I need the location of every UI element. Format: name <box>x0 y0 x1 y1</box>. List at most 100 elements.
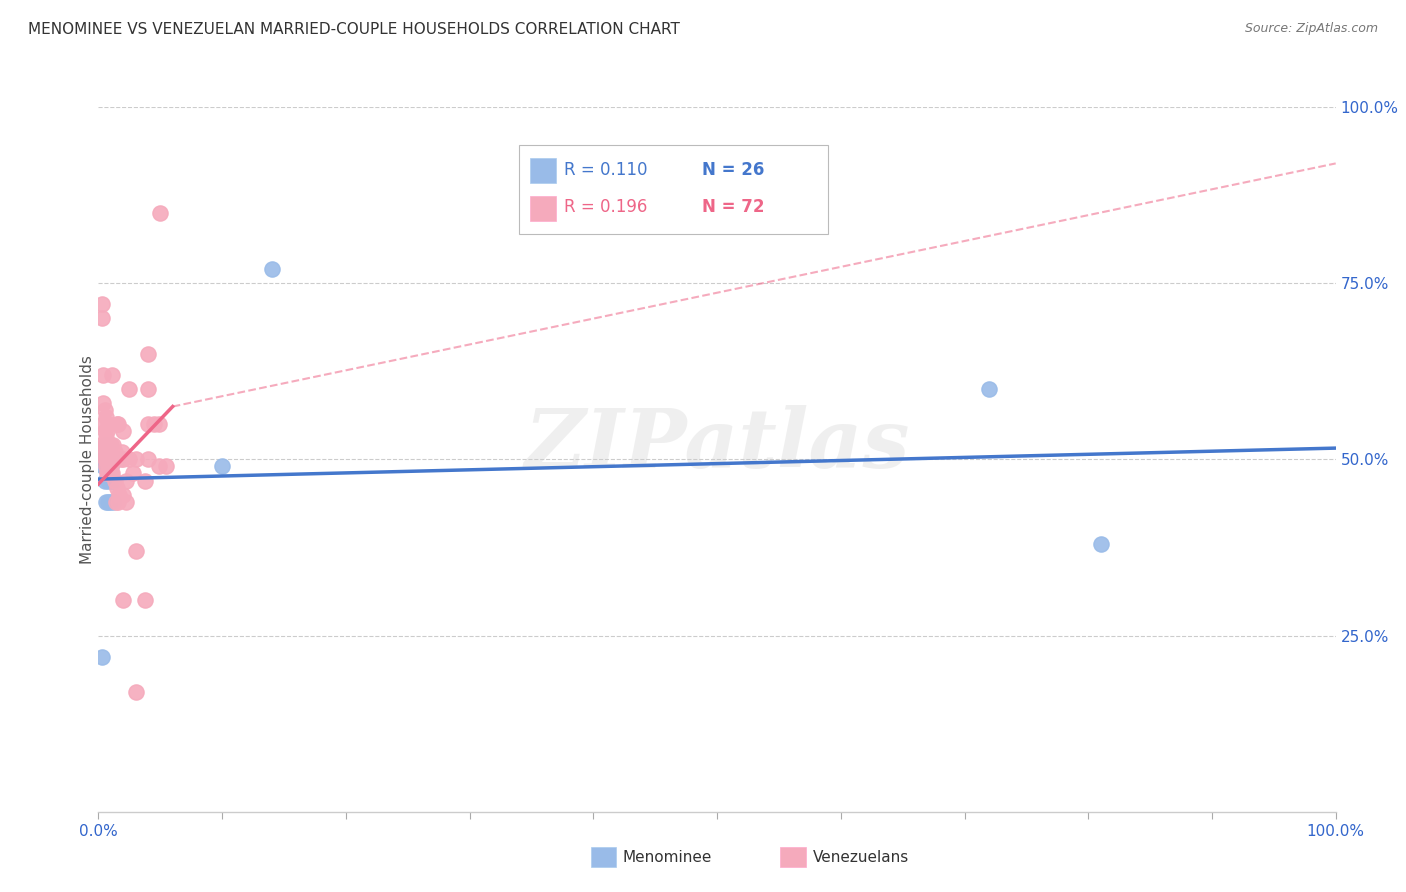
Point <box>93 403 115 417</box>
Text: N = 72: N = 72 <box>702 198 765 216</box>
Point <box>93 474 115 488</box>
Point <box>94 459 117 474</box>
Point <box>105 452 128 467</box>
Point <box>136 382 159 396</box>
Point <box>108 487 131 501</box>
Point <box>124 452 146 467</box>
Point <box>136 452 159 467</box>
Point <box>98 438 121 452</box>
Point <box>97 459 120 474</box>
Point <box>97 467 120 481</box>
Point <box>93 452 115 467</box>
Point <box>101 368 124 382</box>
Point <box>103 452 125 467</box>
Point <box>114 494 136 508</box>
Point <box>96 459 118 474</box>
Point <box>94 494 117 508</box>
Point <box>112 593 135 607</box>
Point <box>93 459 115 474</box>
Point <box>260 262 283 277</box>
Point <box>148 459 170 474</box>
Point <box>91 297 114 311</box>
Point <box>98 459 121 474</box>
Point <box>93 438 115 452</box>
Point <box>112 487 135 501</box>
Point <box>97 438 120 452</box>
Point <box>91 649 114 664</box>
Point <box>105 452 128 467</box>
Point <box>114 474 136 488</box>
Point <box>103 445 125 459</box>
Point <box>112 452 135 467</box>
Point <box>103 474 125 488</box>
Point <box>136 346 159 360</box>
Point <box>155 459 177 474</box>
Point <box>143 417 166 431</box>
Point <box>100 452 122 467</box>
Point <box>93 445 115 459</box>
Point <box>111 445 134 459</box>
Point <box>94 438 117 452</box>
Point <box>100 474 122 488</box>
Text: Source: ZipAtlas.com: Source: ZipAtlas.com <box>1244 22 1378 36</box>
Point <box>94 431 117 445</box>
Y-axis label: Married-couple Households: Married-couple Households <box>80 355 94 564</box>
Point <box>94 410 117 425</box>
Point <box>149 205 172 219</box>
Point <box>100 452 122 467</box>
Point <box>107 494 129 508</box>
Point <box>97 445 120 459</box>
Point <box>93 452 115 467</box>
Point <box>124 685 146 699</box>
Point <box>148 417 170 431</box>
Point <box>136 417 159 431</box>
Point <box>90 438 112 452</box>
Point <box>211 459 233 474</box>
Point <box>107 417 129 431</box>
Point <box>93 424 115 438</box>
Point <box>122 467 145 481</box>
Point <box>97 417 120 431</box>
Point <box>93 445 115 459</box>
Point <box>93 368 115 382</box>
Point <box>105 481 128 495</box>
Point <box>101 467 124 481</box>
Text: N = 26: N = 26 <box>702 161 765 178</box>
Point <box>97 474 120 488</box>
Text: R = 0.196: R = 0.196 <box>564 198 647 216</box>
Point <box>97 494 120 508</box>
Point <box>100 438 122 452</box>
Point <box>96 452 118 467</box>
Point <box>124 544 146 558</box>
Point <box>100 459 122 474</box>
Point <box>103 438 125 452</box>
Text: R = 0.110: R = 0.110 <box>564 161 648 178</box>
Point <box>118 452 141 467</box>
Point <box>100 467 122 481</box>
Point <box>93 396 115 410</box>
Point <box>112 424 135 438</box>
Point <box>110 452 132 467</box>
Point <box>100 445 122 459</box>
Point <box>98 494 121 508</box>
Point <box>105 417 128 431</box>
Point <box>98 438 121 452</box>
Point <box>93 452 115 467</box>
Point <box>979 382 1001 396</box>
Point <box>103 494 125 508</box>
Point <box>1090 537 1112 551</box>
Text: MENOMINEE VS VENEZUELAN MARRIED-COUPLE HOUSEHOLDS CORRELATION CHART: MENOMINEE VS VENEZUELAN MARRIED-COUPLE H… <box>28 22 681 37</box>
Point <box>96 445 118 459</box>
Point <box>104 452 127 467</box>
Point <box>134 593 156 607</box>
Point <box>134 474 156 488</box>
Point <box>97 452 120 467</box>
Text: ZIPatlas: ZIPatlas <box>524 405 910 485</box>
Point <box>91 311 114 326</box>
Point <box>103 474 125 488</box>
Point <box>104 494 127 508</box>
Point <box>96 467 118 481</box>
Point <box>96 424 118 438</box>
Text: Menominee: Menominee <box>623 850 713 864</box>
Text: Venezuelans: Venezuelans <box>813 850 908 864</box>
